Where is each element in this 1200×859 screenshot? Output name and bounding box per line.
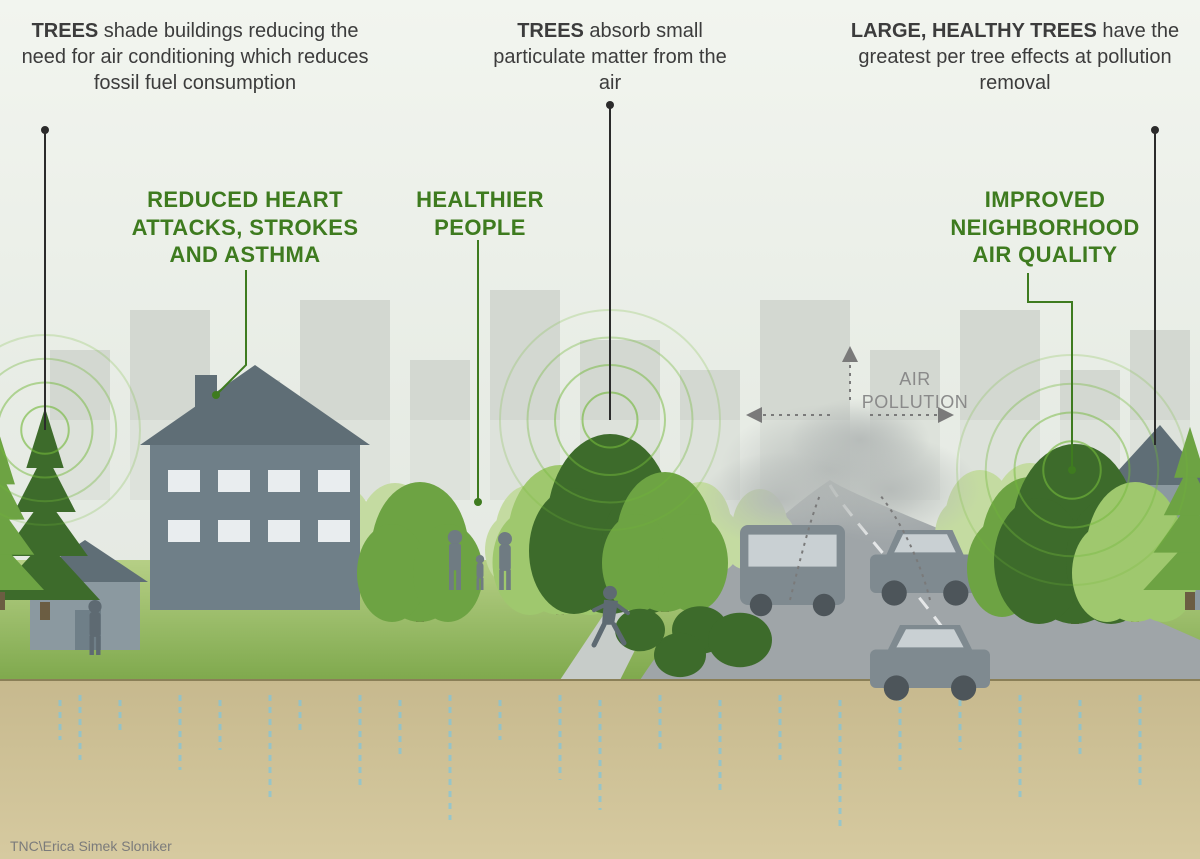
benefit-heart: REDUCED HEART ATTACKS, STROKES AND ASTHM… — [120, 186, 370, 269]
benefit-air-quality: IMPROVED NEIGHBORHOOD AIR QUALITY — [930, 186, 1160, 269]
credit-line: TNC\Erica Simek Sloniker — [10, 838, 172, 854]
callout-trees-shade: TREES shade buildings reducing the need … — [20, 18, 370, 96]
benefit-healthier-people: HEALTHIER PEOPLE — [395, 186, 565, 241]
infographic-canvas — [0, 0, 1200, 859]
callout-trees-absorb: TREES absorb small particulate matter fr… — [480, 18, 740, 96]
air-pollution-label: AIR POLLUTION — [850, 368, 980, 413]
callout-large-trees: LARGE, HEALTHY TREES have the greatest p… — [850, 18, 1180, 96]
